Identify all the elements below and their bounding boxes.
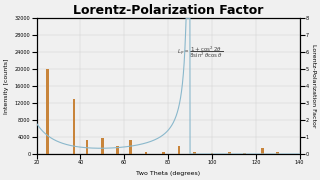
Bar bbox=[228, 152, 231, 154]
Bar bbox=[116, 146, 119, 154]
Bar bbox=[145, 152, 148, 154]
Bar bbox=[73, 99, 75, 154]
Bar bbox=[211, 153, 213, 154]
Bar bbox=[46, 69, 49, 154]
Bar bbox=[261, 148, 264, 154]
X-axis label: Two Theta (degrees): Two Theta (degrees) bbox=[136, 171, 200, 176]
Y-axis label: Intensity [counts]: Intensity [counts] bbox=[4, 58, 9, 114]
Bar bbox=[244, 153, 246, 154]
Bar bbox=[101, 138, 104, 154]
Title: Lorentz-Polarization Factor: Lorentz-Polarization Factor bbox=[73, 4, 263, 17]
Bar bbox=[86, 140, 88, 154]
Bar bbox=[162, 152, 165, 154]
Bar bbox=[178, 146, 180, 154]
Bar bbox=[276, 152, 279, 154]
Y-axis label: Lorentz-Polarization Factor: Lorentz-Polarization Factor bbox=[311, 44, 316, 128]
Bar bbox=[130, 140, 132, 154]
Text: $L_P = \dfrac{1 + \cos^2 2\theta}{8 \sin^2\theta \cos\theta}$: $L_P = \dfrac{1 + \cos^2 2\theta}{8 \sin… bbox=[177, 44, 223, 60]
Bar bbox=[193, 152, 196, 154]
